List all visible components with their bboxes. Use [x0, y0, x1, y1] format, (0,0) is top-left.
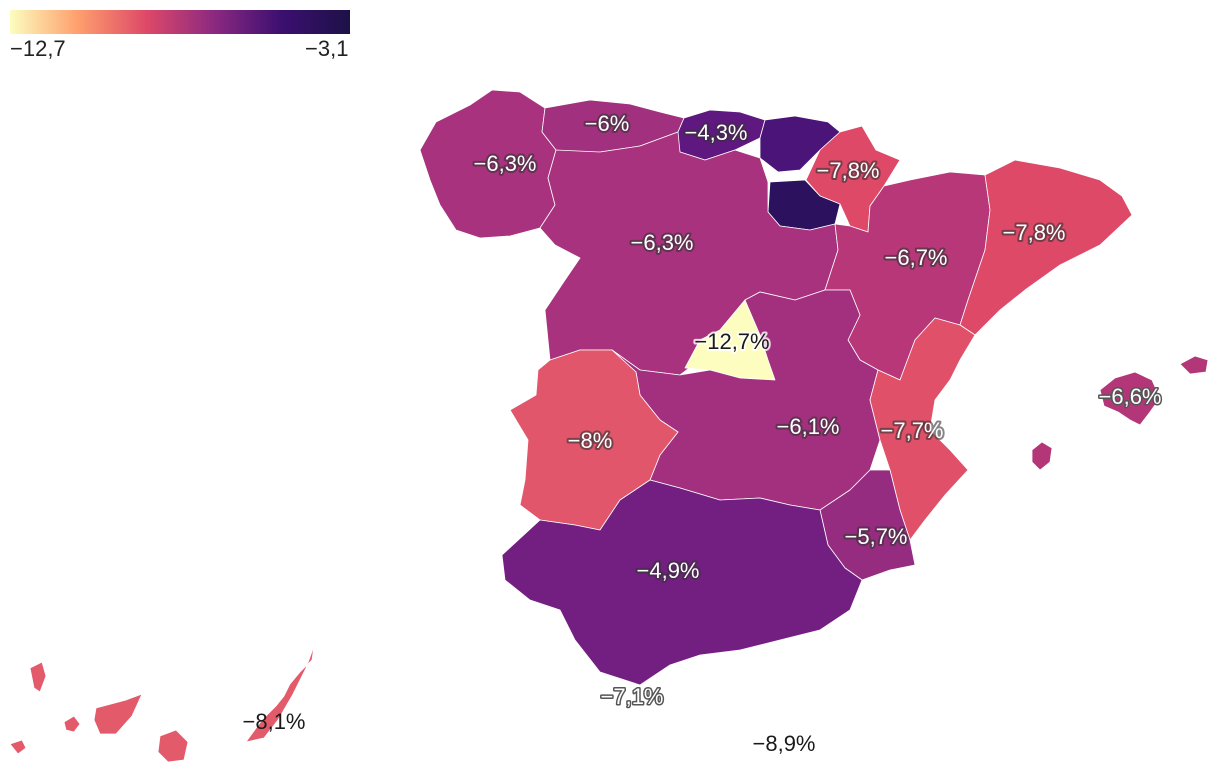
region-label-castilla-leon: −6,3% [631, 230, 694, 255]
region-cataluna [959, 159, 1133, 336]
region-baleares-part-3 [1031, 441, 1053, 471]
legend-min-label: −12,7 [10, 36, 66, 61]
region-label-baleares: −6,6% [1099, 384, 1162, 409]
region-label-castilla-la-mancha: −6,1% [777, 414, 840, 439]
region-label-murcia: −5,7% [845, 524, 908, 549]
region-label-andalucia: −4,9% [637, 558, 700, 583]
legend-max-label: −3,1 [305, 36, 349, 61]
region-label-canarias: −8,1% [243, 709, 306, 734]
region-baleares-part-2 [1179, 355, 1209, 375]
region-label-galicia: −6,3% [474, 151, 537, 176]
region-label-cantabria: −4,3% [685, 120, 748, 145]
region-canarias-part-2 [63, 715, 81, 733]
region-label-madrid: −12,7% [694, 329, 769, 354]
region-label-melilla: −8,9% [753, 731, 816, 756]
region-canarias-part-1 [29, 661, 47, 693]
region-valencia [869, 317, 976, 541]
region-label-cataluna: −7,8% [1003, 220, 1066, 245]
region-canarias-part-4 [157, 729, 189, 763]
color-legend-bar [10, 10, 350, 34]
region-canarias-part-5 [245, 645, 315, 743]
region-label-extremadura: −8% [568, 428, 613, 453]
region-canarias-part-6 [9, 739, 27, 755]
region-label-navarra: −7,8% [817, 158, 880, 183]
region-label-valencia: −7,7% [881, 418, 944, 443]
region-baleares-part-1 [1099, 371, 1161, 426]
region-label-aragon: −6,7% [885, 245, 948, 270]
region-label-asturias: −6% [585, 111, 630, 136]
region-pais-vasco [759, 115, 841, 173]
region-andalucia [501, 479, 863, 686]
region-label-ceuta: −7,1% [601, 684, 664, 709]
region-canarias-part-3 [93, 693, 143, 735]
